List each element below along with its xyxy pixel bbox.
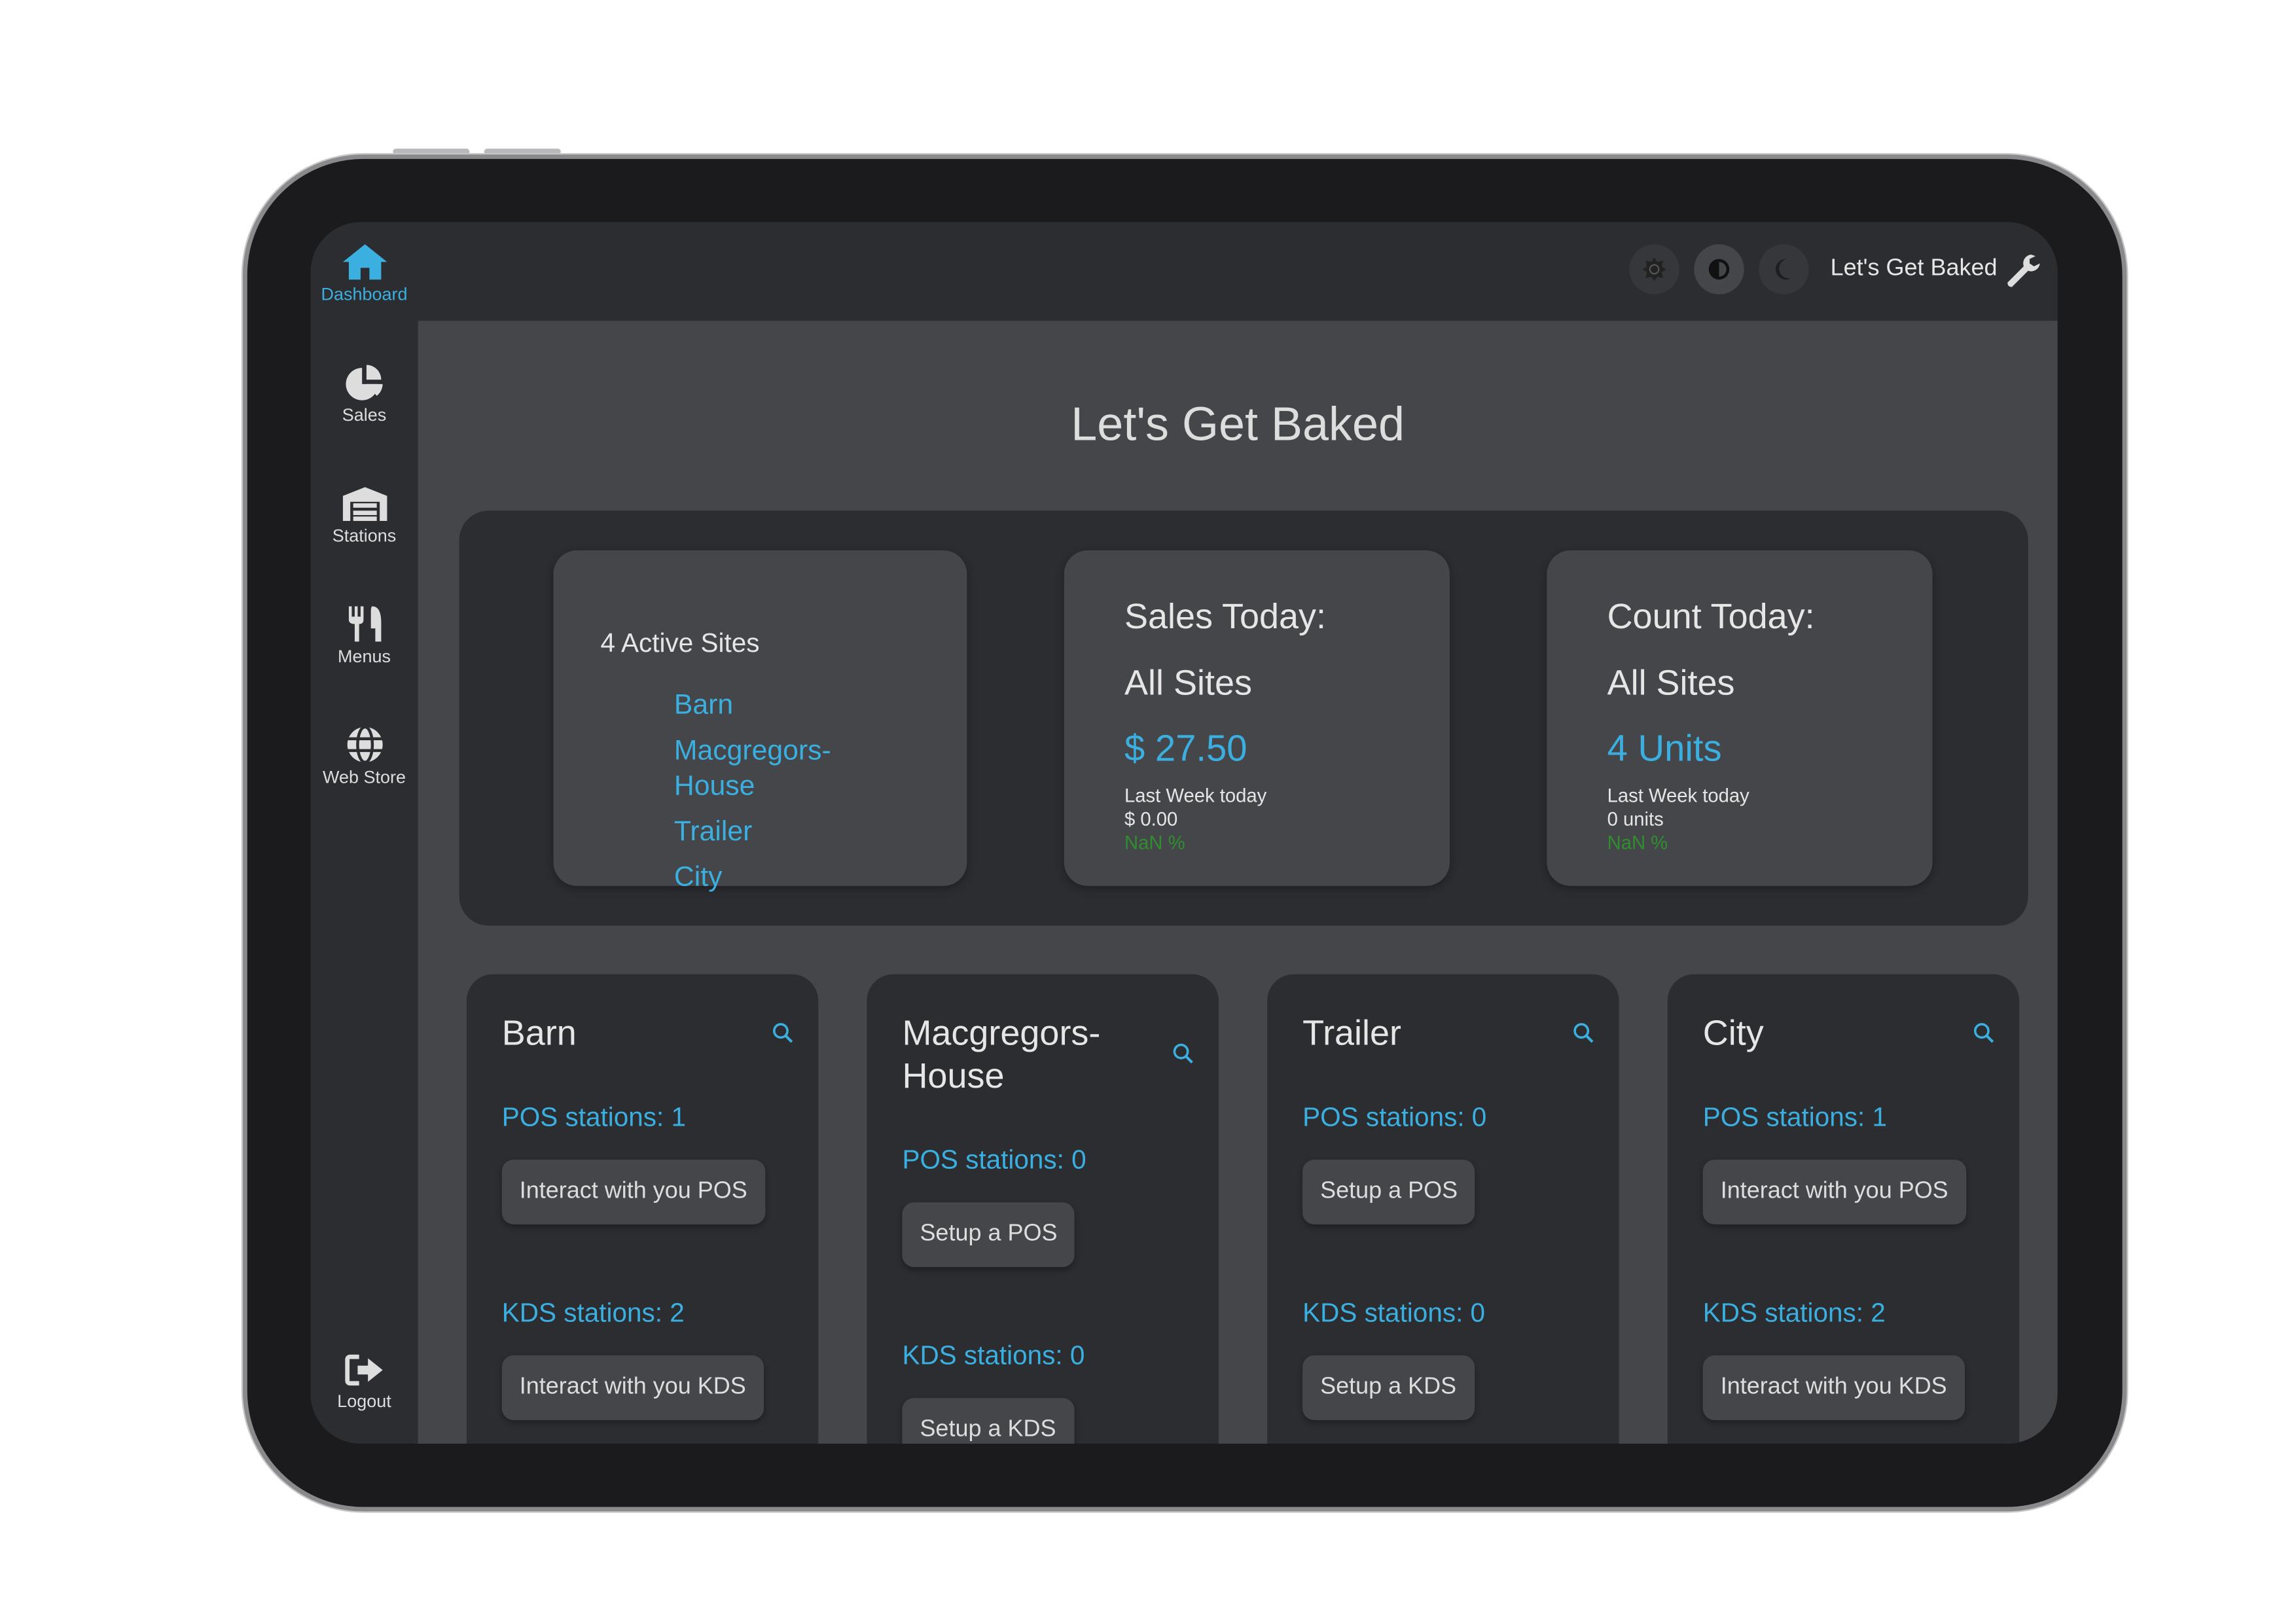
count-value: 4 Units [1607,728,1722,770]
sales-today-card: Sales Today: All Sites $ 27.50 Last Week… [1064,550,1450,886]
kds-stations-count: KDS stations: 0 [902,1340,1085,1370]
contrast-theme-button[interactable] [1694,244,1744,294]
sidebar-item-label: Stations [332,525,397,546]
search-icon[interactable] [771,1022,795,1045]
sidebar-item-dashboard[interactable]: Dashboard [310,243,418,304]
contrast-icon [1708,259,1730,280]
pie-chart-icon [345,365,382,401]
kds-stations-count: KDS stations: 0 [1302,1298,1486,1328]
moon-icon [1775,259,1791,280]
search-icon[interactable] [1572,1022,1596,1045]
site-card: Trailer POS stations: 0 Setup a POS KDS … [1267,974,1619,1444]
search-icon[interactable] [1972,1022,1996,1045]
kds-button[interactable]: Setup a KDS [1302,1355,1475,1420]
site-link[interactable]: Trailer [673,817,753,848]
sidebar-item-stations[interactable]: Stations [310,484,418,546]
logout-icon [344,1354,382,1386]
active-sites-title: 4 Active Sites [600,628,760,658]
pos-stations-count: POS stations: 1 [1702,1102,1887,1132]
last-week-label: Last Week today [1124,784,1267,807]
pos-stations-count: POS stations: 1 [501,1102,687,1132]
dark-theme-button[interactable] [1759,244,1809,294]
app-screen: Dashboard Sales Stations Menus Web Store… [310,222,2058,1444]
pos-button[interactable]: Setup a POS [1302,1159,1476,1224]
kds-button[interactable]: Interact with you KDS [1702,1355,1965,1420]
site-link[interactable]: City [673,862,723,893]
sidebar-item-label: Dashboard [321,283,408,305]
sidebar-item-web-store[interactable]: Web Store [310,725,418,788]
site-link[interactable]: Barn [673,690,734,721]
card-scope: All Sites [1607,664,1735,704]
top-bar: Let's Get Baked [418,222,2058,321]
logout-button[interactable]: Logout [310,1353,418,1412]
hardware-button [393,149,470,155]
change-percent: NaN % [1607,831,1668,854]
sales-value: $ 27.50 [1124,728,1247,770]
pos-stations-count: POS stations: 0 [902,1145,1086,1175]
sun-icon [1642,257,1666,281]
site-name: Barn [501,1014,577,1054]
business-name[interactable]: Let's Get Baked [1830,256,1998,281]
site-card: City POS stations: 1 Interact with you P… [1667,974,2020,1444]
wrench-icon[interactable] [2005,252,2043,290]
light-theme-button[interactable] [1629,244,1679,294]
sidebar-item-menus[interactable]: Menus [310,605,418,667]
kds-stations-count: KDS stations: 2 [501,1298,685,1328]
site-card: Macgregors-House POS stations: 0 Setup a… [867,974,1219,1444]
search-icon[interactable] [1172,1042,1195,1065]
sidebar-item-label: Sales [342,404,387,425]
change-percent: NaN % [1124,831,1185,854]
sidebar-item-label: Web Store [323,766,406,788]
kds-button[interactable]: Interact with you KDS [501,1355,764,1420]
kds-stations-count: KDS stations: 2 [1702,1298,1886,1328]
utensils-icon [348,606,381,642]
pos-button[interactable]: Interact with you POS [1702,1159,1966,1224]
last-week-value: 0 units [1607,808,1664,830]
page-title: Let's Get Baked [1071,397,1405,451]
sidebar-item-sales[interactable]: Sales [310,363,418,425]
site-link[interactable]: Macgregors-House [673,736,831,802]
summary-panel: 4 Active Sites Barn Macgregors-House Tra… [459,510,2028,926]
card-title: Count Today: [1607,597,1815,637]
warehouse-icon [342,487,387,522]
home-icon [342,244,387,280]
sidebar-item-label: Menus [338,646,391,667]
site-name: City [1702,1014,1764,1054]
pos-stations-count: POS stations: 0 [1302,1102,1487,1132]
pos-button[interactable]: Setup a POS [902,1202,1075,1268]
site-name: Macgregors-House [902,1014,1101,1097]
active-sites-card: 4 Active Sites Barn Macgregors-House Tra… [553,550,967,893]
logout-label: Logout [337,1391,391,1412]
last-week-label: Last Week today [1607,784,1749,807]
sidebar: Dashboard Sales Stations Menus Web Store… [310,222,418,1444]
main-content: Let's Get Baked 4 Active Sites Barn Macg… [418,321,2058,1444]
card-scope: All Sites [1124,664,1252,704]
card-title: Sales Today: [1124,597,1327,637]
last-week-value: $ 0.00 [1124,808,1178,830]
site-card: Barn POS stations: 1 Interact with you P… [466,974,819,1444]
hardware-button [484,149,561,155]
site-name: Trailer [1302,1014,1402,1054]
kds-button[interactable]: Setup a KDS [902,1398,1074,1444]
globe-icon [346,725,382,764]
pos-button[interactable]: Interact with you POS [501,1159,765,1224]
count-today-card: Count Today: All Sites 4 Units Last Week… [1547,550,1933,886]
